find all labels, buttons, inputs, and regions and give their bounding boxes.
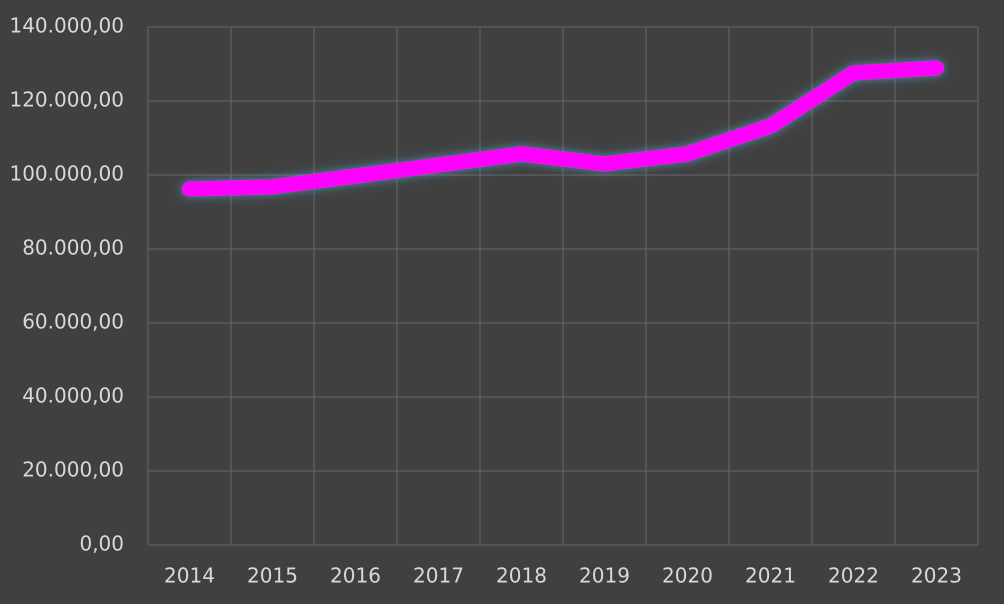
y-tick-label: 80.000,00: [22, 236, 124, 260]
x-tick-label: 2020: [662, 564, 713, 588]
y-tick-label: 40.000,00: [22, 384, 124, 408]
x-tick-label: 2018: [496, 564, 547, 588]
x-tick-label: 2015: [247, 564, 298, 588]
y-tick-label: 60.000,00: [22, 310, 124, 334]
y-tick-label: 120.000,00: [9, 88, 124, 112]
x-tick-label: 2021: [745, 564, 796, 588]
y-tick-label: 100.000,00: [9, 162, 124, 186]
x-tick-label: 2023: [911, 564, 962, 588]
x-tick-label: 2016: [330, 564, 381, 588]
x-tick-label: 2017: [413, 564, 464, 588]
y-tick-label: 140.000,00: [9, 14, 124, 38]
y-tick-label: 20.000,00: [22, 458, 124, 482]
y-tick-label: 0,00: [79, 532, 124, 556]
line: [182, 60, 944, 197]
x-tick-label: 2014: [164, 564, 215, 588]
x-tick-label: 2019: [579, 564, 630, 588]
x-tick-label: 2022: [828, 564, 879, 588]
